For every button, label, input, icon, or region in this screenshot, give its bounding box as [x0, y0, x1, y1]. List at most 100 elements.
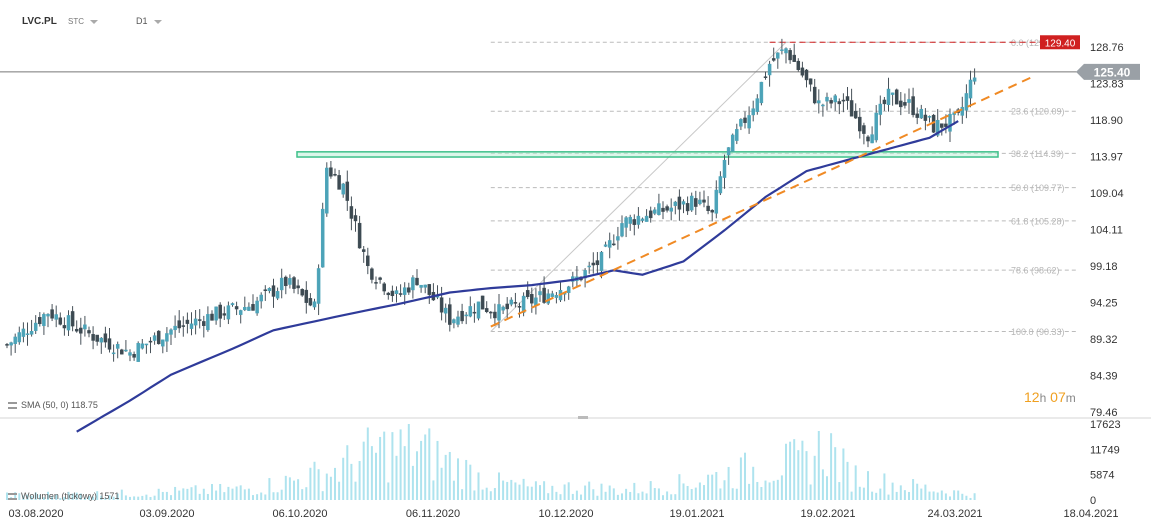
volume-bar — [194, 485, 197, 500]
candle — [620, 223, 624, 237]
fibonacci-label: 78.6 (98.62) — [1011, 266, 1060, 276]
candle — [46, 313, 50, 317]
candle — [784, 48, 788, 54]
volume-bar — [596, 495, 599, 500]
candle-countdown: 12h 07m — [1024, 389, 1076, 405]
volume-bar — [174, 486, 177, 500]
volume-bar — [666, 491, 669, 500]
volume-bar — [674, 494, 677, 500]
volume-bar — [293, 480, 295, 500]
volume-bar — [633, 482, 636, 500]
symbol-label[interactable]: LVC.PL — [22, 16, 57, 27]
volume-bar — [858, 486, 861, 500]
volume-bar — [116, 493, 119, 500]
volume-bar — [436, 440, 439, 500]
volume-bar — [883, 473, 886, 500]
volume-bar — [518, 484, 521, 500]
candle — [796, 60, 801, 70]
volume-bar — [366, 427, 369, 500]
candle — [677, 196, 682, 210]
support-zone — [296, 151, 999, 158]
y-tick-label: 94.25 — [1090, 298, 1118, 310]
volume-bar — [305, 487, 308, 500]
volume-bar — [875, 492, 878, 500]
volume-bar — [534, 481, 537, 500]
fibonacci-label: 50.0 (109.77) — [1011, 183, 1065, 193]
candle — [878, 103, 883, 115]
volume-bar — [153, 495, 156, 500]
candle — [509, 299, 514, 305]
volume-bar — [354, 481, 357, 500]
candle — [439, 297, 444, 313]
interval-selector[interactable]: D1 — [136, 16, 162, 26]
volume-bar — [694, 487, 697, 500]
fibonacci-label: 61.8 (105.28) — [1011, 216, 1065, 226]
volume-bar — [198, 493, 201, 500]
sma-indicator-label[interactable]: SMA (50, 0) 118.75 — [8, 400, 98, 410]
candle — [767, 63, 772, 76]
volume-bar — [645, 493, 648, 500]
candle — [140, 343, 145, 349]
volume-bar — [748, 483, 751, 500]
candle — [743, 117, 747, 123]
volume-bar — [223, 492, 226, 500]
candle — [419, 284, 423, 288]
volume-bar — [317, 469, 320, 500]
candle — [821, 104, 825, 107]
candle — [607, 240, 612, 248]
volume-bar — [739, 457, 742, 500]
candle — [763, 76, 768, 78]
volume-bar — [690, 489, 693, 500]
candle — [292, 277, 296, 289]
candle — [935, 119, 940, 136]
volume-bar — [391, 432, 394, 500]
candle — [382, 283, 386, 292]
volume-bar — [141, 495, 144, 500]
candle — [284, 276, 288, 287]
interval-dropdown-icon[interactable] — [153, 19, 162, 24]
volume-bar — [567, 482, 570, 500]
x-tick-label: 03.08.2020 — [8, 508, 63, 520]
candle — [398, 293, 403, 295]
volume-bar — [961, 493, 964, 500]
volume-bar — [157, 488, 160, 500]
candle — [644, 215, 649, 222]
candle — [911, 96, 915, 116]
volume-bar — [580, 494, 582, 500]
volume-tick-label: 11749 — [1090, 444, 1120, 456]
y-tick-label: 118.90 — [1090, 115, 1123, 127]
candle — [218, 304, 222, 319]
indicator-settings-icon[interactable] — [8, 493, 17, 501]
volume-bar — [108, 495, 111, 500]
candle — [87, 330, 91, 334]
volume-bar — [416, 451, 418, 500]
y-tick-label: 113.97 — [1090, 152, 1123, 164]
indicator-settings-icon[interactable] — [8, 402, 17, 410]
volume-bar — [42, 497, 45, 500]
volume-bar — [887, 494, 890, 500]
type-dropdown-icon[interactable] — [90, 19, 98, 24]
candle — [193, 318, 198, 326]
candle — [374, 282, 378, 284]
candle — [407, 287, 411, 293]
candle — [222, 313, 227, 316]
volume-bar — [789, 441, 792, 500]
candle — [546, 293, 550, 304]
volume-bar — [522, 478, 525, 500]
candle — [517, 306, 522, 308]
candle — [128, 352, 132, 356]
candle — [402, 287, 407, 295]
volume-bar — [387, 482, 390, 500]
instrument-type[interactable]: STC — [68, 17, 98, 26]
volume-bar — [682, 483, 685, 500]
volume-bar — [641, 491, 644, 500]
volume-bar — [170, 495, 172, 500]
candle — [480, 295, 485, 310]
candle — [79, 327, 83, 334]
volume-indicator-label[interactable]: Wolumen (tickowy) 1571 — [8, 491, 119, 501]
volume-bar — [543, 481, 546, 500]
volume-bar — [916, 483, 919, 500]
x-tick-label: 24.03.2021 — [927, 508, 982, 520]
y-tick-label: 89.32 — [1090, 334, 1118, 346]
